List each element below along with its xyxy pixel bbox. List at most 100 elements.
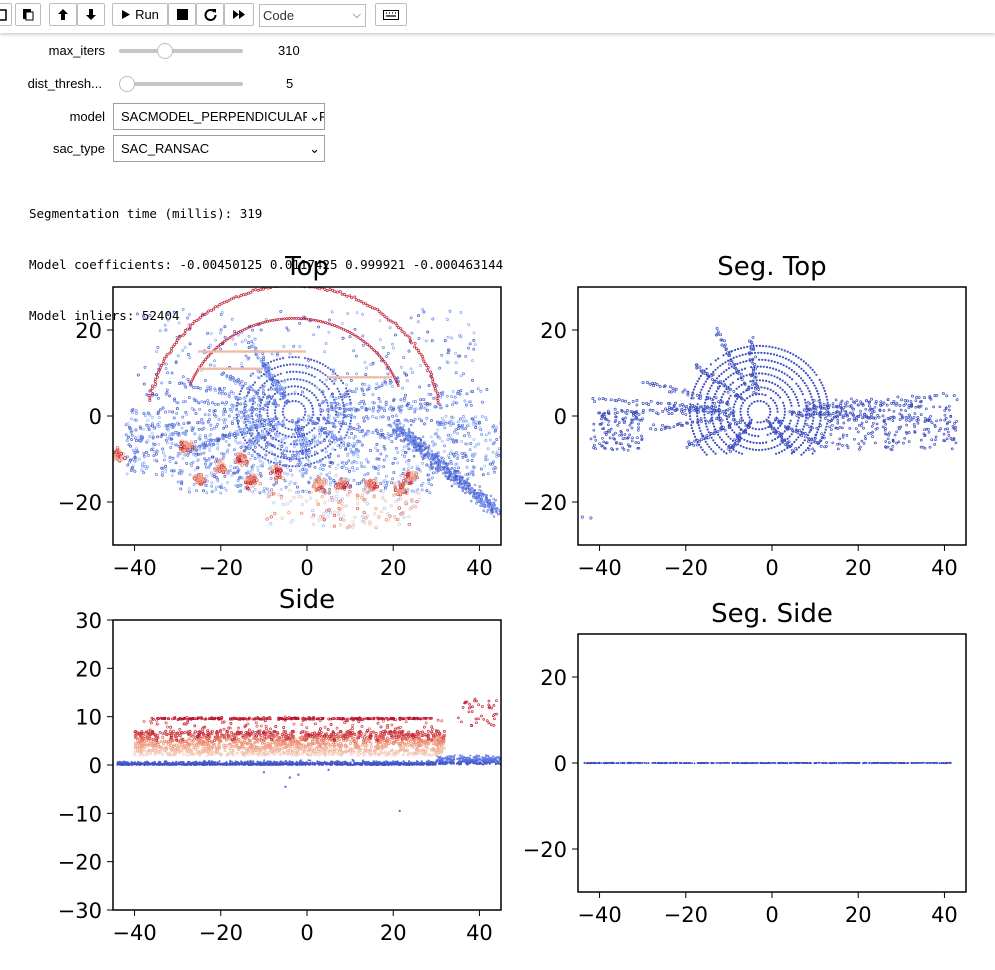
- move-down-button[interactable]: [77, 3, 105, 26]
- data-point: [454, 371, 458, 375]
- data-point: [311, 438, 315, 442]
- data-point: [327, 414, 331, 418]
- data-point: [481, 504, 484, 507]
- data-point: [382, 465, 386, 469]
- data-point: [429, 435, 433, 439]
- data-point: [480, 498, 483, 501]
- data-point: [126, 422, 130, 425]
- data-point: [267, 461, 271, 465]
- data-point: [253, 488, 257, 491]
- data-point: [811, 398, 814, 401]
- data-point: [334, 486, 339, 491]
- data-point: [325, 509, 329, 513]
- data-point: [277, 470, 282, 475]
- cell-type-select[interactable]: Code ⌵: [259, 4, 366, 27]
- data-point: [815, 405, 819, 409]
- data-point: [341, 422, 344, 425]
- data-point: [280, 386, 284, 390]
- copy-button[interactable]: [0, 3, 12, 26]
- data-point: [743, 399, 746, 402]
- data-point: [393, 481, 397, 486]
- data-point: [243, 409, 247, 413]
- data-point: [484, 454, 488, 458]
- keyboard-shortcuts-button[interactable]: [375, 3, 407, 26]
- data-point: [407, 514, 411, 519]
- data-point: [318, 425, 322, 429]
- dist-threshold-slider-handle[interactable]: [119, 76, 135, 92]
- data-point: [247, 445, 251, 448]
- data-point: [223, 367, 227, 371]
- dist-threshold-slider[interactable]: [119, 76, 243, 92]
- data-point: [209, 462, 213, 466]
- data-point: [328, 430, 332, 434]
- data-point: [241, 367, 244, 371]
- data-point: [703, 438, 706, 441]
- data-point: [315, 486, 320, 491]
- data-point: [247, 444, 250, 447]
- data-point: [196, 386, 200, 390]
- data-point: [253, 480, 257, 484]
- data-point: [399, 485, 403, 490]
- data-point: [265, 380, 268, 383]
- data-point: [367, 479, 372, 483]
- data-point: [744, 428, 748, 432]
- data-point: [218, 462, 223, 466]
- data-point: [822, 387, 825, 390]
- sac-type-dropdown[interactable]: SAC_RANSAC ⌄: [113, 135, 325, 162]
- run-all-button[interactable]: [224, 3, 254, 26]
- restart-button[interactable]: [196, 3, 224, 26]
- data-point: [392, 421, 396, 425]
- data-point: [403, 437, 407, 441]
- data-point: [337, 395, 341, 399]
- data-point: [153, 458, 157, 462]
- data-point: [234, 381, 238, 385]
- data-point: [148, 413, 152, 417]
- data-point: [196, 477, 200, 481]
- run-button[interactable]: Run: [112, 3, 168, 26]
- data-point: [255, 413, 259, 417]
- max-iters-slider-handle[interactable]: [156, 43, 173, 59]
- data-point: [704, 422, 707, 425]
- data-point: [801, 379, 805, 382]
- data-point: [288, 465, 291, 468]
- model-dropdown[interactable]: SACMODEL_PERPENDICULAR_PLANE ⌄: [113, 103, 325, 130]
- data-point: [691, 396, 695, 400]
- data-point: [413, 345, 417, 349]
- data-point: [279, 468, 283, 473]
- data-point: [802, 451, 805, 454]
- data-point: [322, 488, 326, 492]
- data-point: [168, 351, 172, 355]
- data-point: [376, 376, 380, 379]
- data-point: [443, 426, 447, 430]
- max-iters-slider[interactable]: [119, 43, 243, 59]
- data-point: [378, 435, 382, 439]
- data-point: [790, 411, 794, 414]
- data-point: [331, 433, 334, 437]
- data-point: [372, 494, 376, 498]
- data-point: [308, 490, 312, 494]
- data-point: [160, 381, 164, 385]
- data-point: [228, 377, 232, 380]
- data-point: [739, 418, 743, 422]
- data-point: [710, 384, 713, 387]
- data-point: [396, 492, 400, 496]
- data-point: [455, 482, 458, 485]
- data-point: [338, 376, 341, 379]
- data-point: [333, 435, 337, 439]
- data-point: [294, 455, 298, 459]
- data-point: [270, 423, 273, 426]
- data-point: [396, 498, 401, 502]
- data-point: [472, 454, 476, 458]
- stop-button[interactable]: [168, 3, 196, 26]
- data-point: [228, 433, 231, 437]
- move-up-button[interactable]: [49, 3, 77, 26]
- paste-button[interactable]: [15, 3, 41, 26]
- data-point: [259, 419, 263, 422]
- data-point: [245, 477, 250, 482]
- data-point: [170, 431, 174, 435]
- data-point: [341, 484, 346, 489]
- data-point: [250, 480, 255, 485]
- data-point: [193, 399, 197, 402]
- data-point: [408, 440, 412, 443]
- data-point: [483, 499, 486, 502]
